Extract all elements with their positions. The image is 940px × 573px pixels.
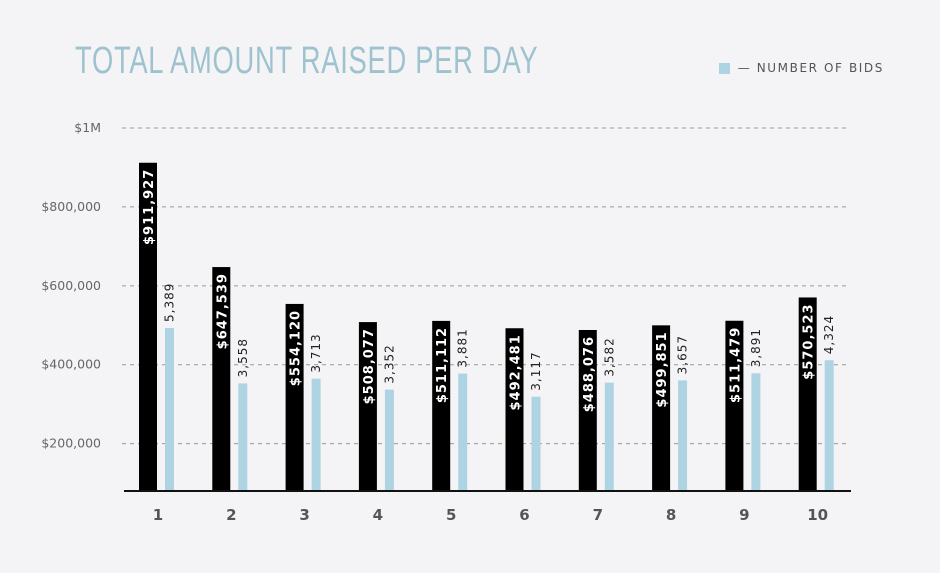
bids-label: 3,881 — [456, 328, 470, 367]
amount-label: $508,077 — [362, 328, 377, 404]
x-tick-label: 3 — [299, 506, 309, 524]
bids-label: 3,558 — [236, 338, 250, 377]
x-tick-label: 10 — [807, 506, 828, 524]
bids-label: 3,582 — [602, 337, 616, 376]
legend-swatch-bids — [718, 62, 730, 74]
amount-bar — [285, 303, 304, 491]
bids-bar — [384, 389, 394, 491]
legend: — NUMBER OF BIDS — [718, 61, 884, 75]
x-tick-label: 4 — [373, 506, 383, 524]
x-tick-label: 1 — [153, 506, 163, 524]
amount-bar — [652, 325, 671, 491]
amount-label: $511,479 — [728, 327, 743, 403]
y-tick-label: $600,000 — [41, 278, 101, 293]
x-tick-label: 9 — [739, 506, 749, 524]
amount-label: $492,481 — [509, 334, 524, 410]
amount-label: $570,523 — [802, 303, 817, 379]
x-tick-label: 5 — [446, 506, 456, 524]
amount-bar — [432, 320, 451, 491]
amount-label: $554,120 — [289, 310, 304, 386]
bids-label: 3,117 — [529, 351, 543, 390]
amount-label: $647,539 — [215, 273, 230, 349]
bids-label: 3,891 — [749, 328, 763, 367]
bids-bar — [238, 383, 248, 491]
bids-bar — [531, 396, 541, 491]
bids-bar — [311, 378, 321, 491]
y-tick-label: $1M — [74, 120, 101, 135]
amount-bar — [358, 322, 377, 491]
y-tick-label: $800,000 — [41, 199, 101, 214]
bids-bar — [604, 382, 614, 491]
legend-label-bids: — NUMBER OF BIDS — [737, 61, 884, 75]
x-tick-label: 7 — [593, 506, 603, 524]
bids-bar — [678, 380, 688, 491]
amount-bar — [505, 328, 524, 491]
bids-label: 3,352 — [382, 344, 396, 383]
bids-bar — [751, 373, 761, 491]
y-tick-label: $400,000 — [41, 357, 101, 372]
amount-label: $488,076 — [582, 336, 597, 412]
bids-label: 4,324 — [822, 315, 836, 354]
amount-label: $499,851 — [655, 331, 670, 407]
amount-label: $511,112 — [435, 327, 450, 403]
amount-bar — [798, 297, 817, 491]
bids-bar — [165, 327, 174, 491]
bids-bar — [824, 360, 834, 491]
bids-bar — [458, 373, 468, 491]
amount-bar — [725, 320, 744, 491]
bids-label: 5,389 — [163, 283, 177, 322]
amount-bar — [139, 162, 157, 491]
chart-title: TOTAL AMOUNT RAISED PER DAY — [75, 40, 539, 82]
bids-label: 3,713 — [309, 333, 323, 372]
amount-bar — [212, 267, 231, 491]
amount-bar — [578, 329, 597, 491]
x-tick-label: 2 — [226, 506, 236, 524]
x-tick-label: 6 — [519, 506, 529, 524]
x-tick-label: 8 — [666, 506, 676, 524]
y-tick-label: $200,000 — [41, 436, 101, 451]
bids-label: 3,657 — [676, 335, 690, 374]
amount-label: $911,927 — [142, 169, 157, 245]
